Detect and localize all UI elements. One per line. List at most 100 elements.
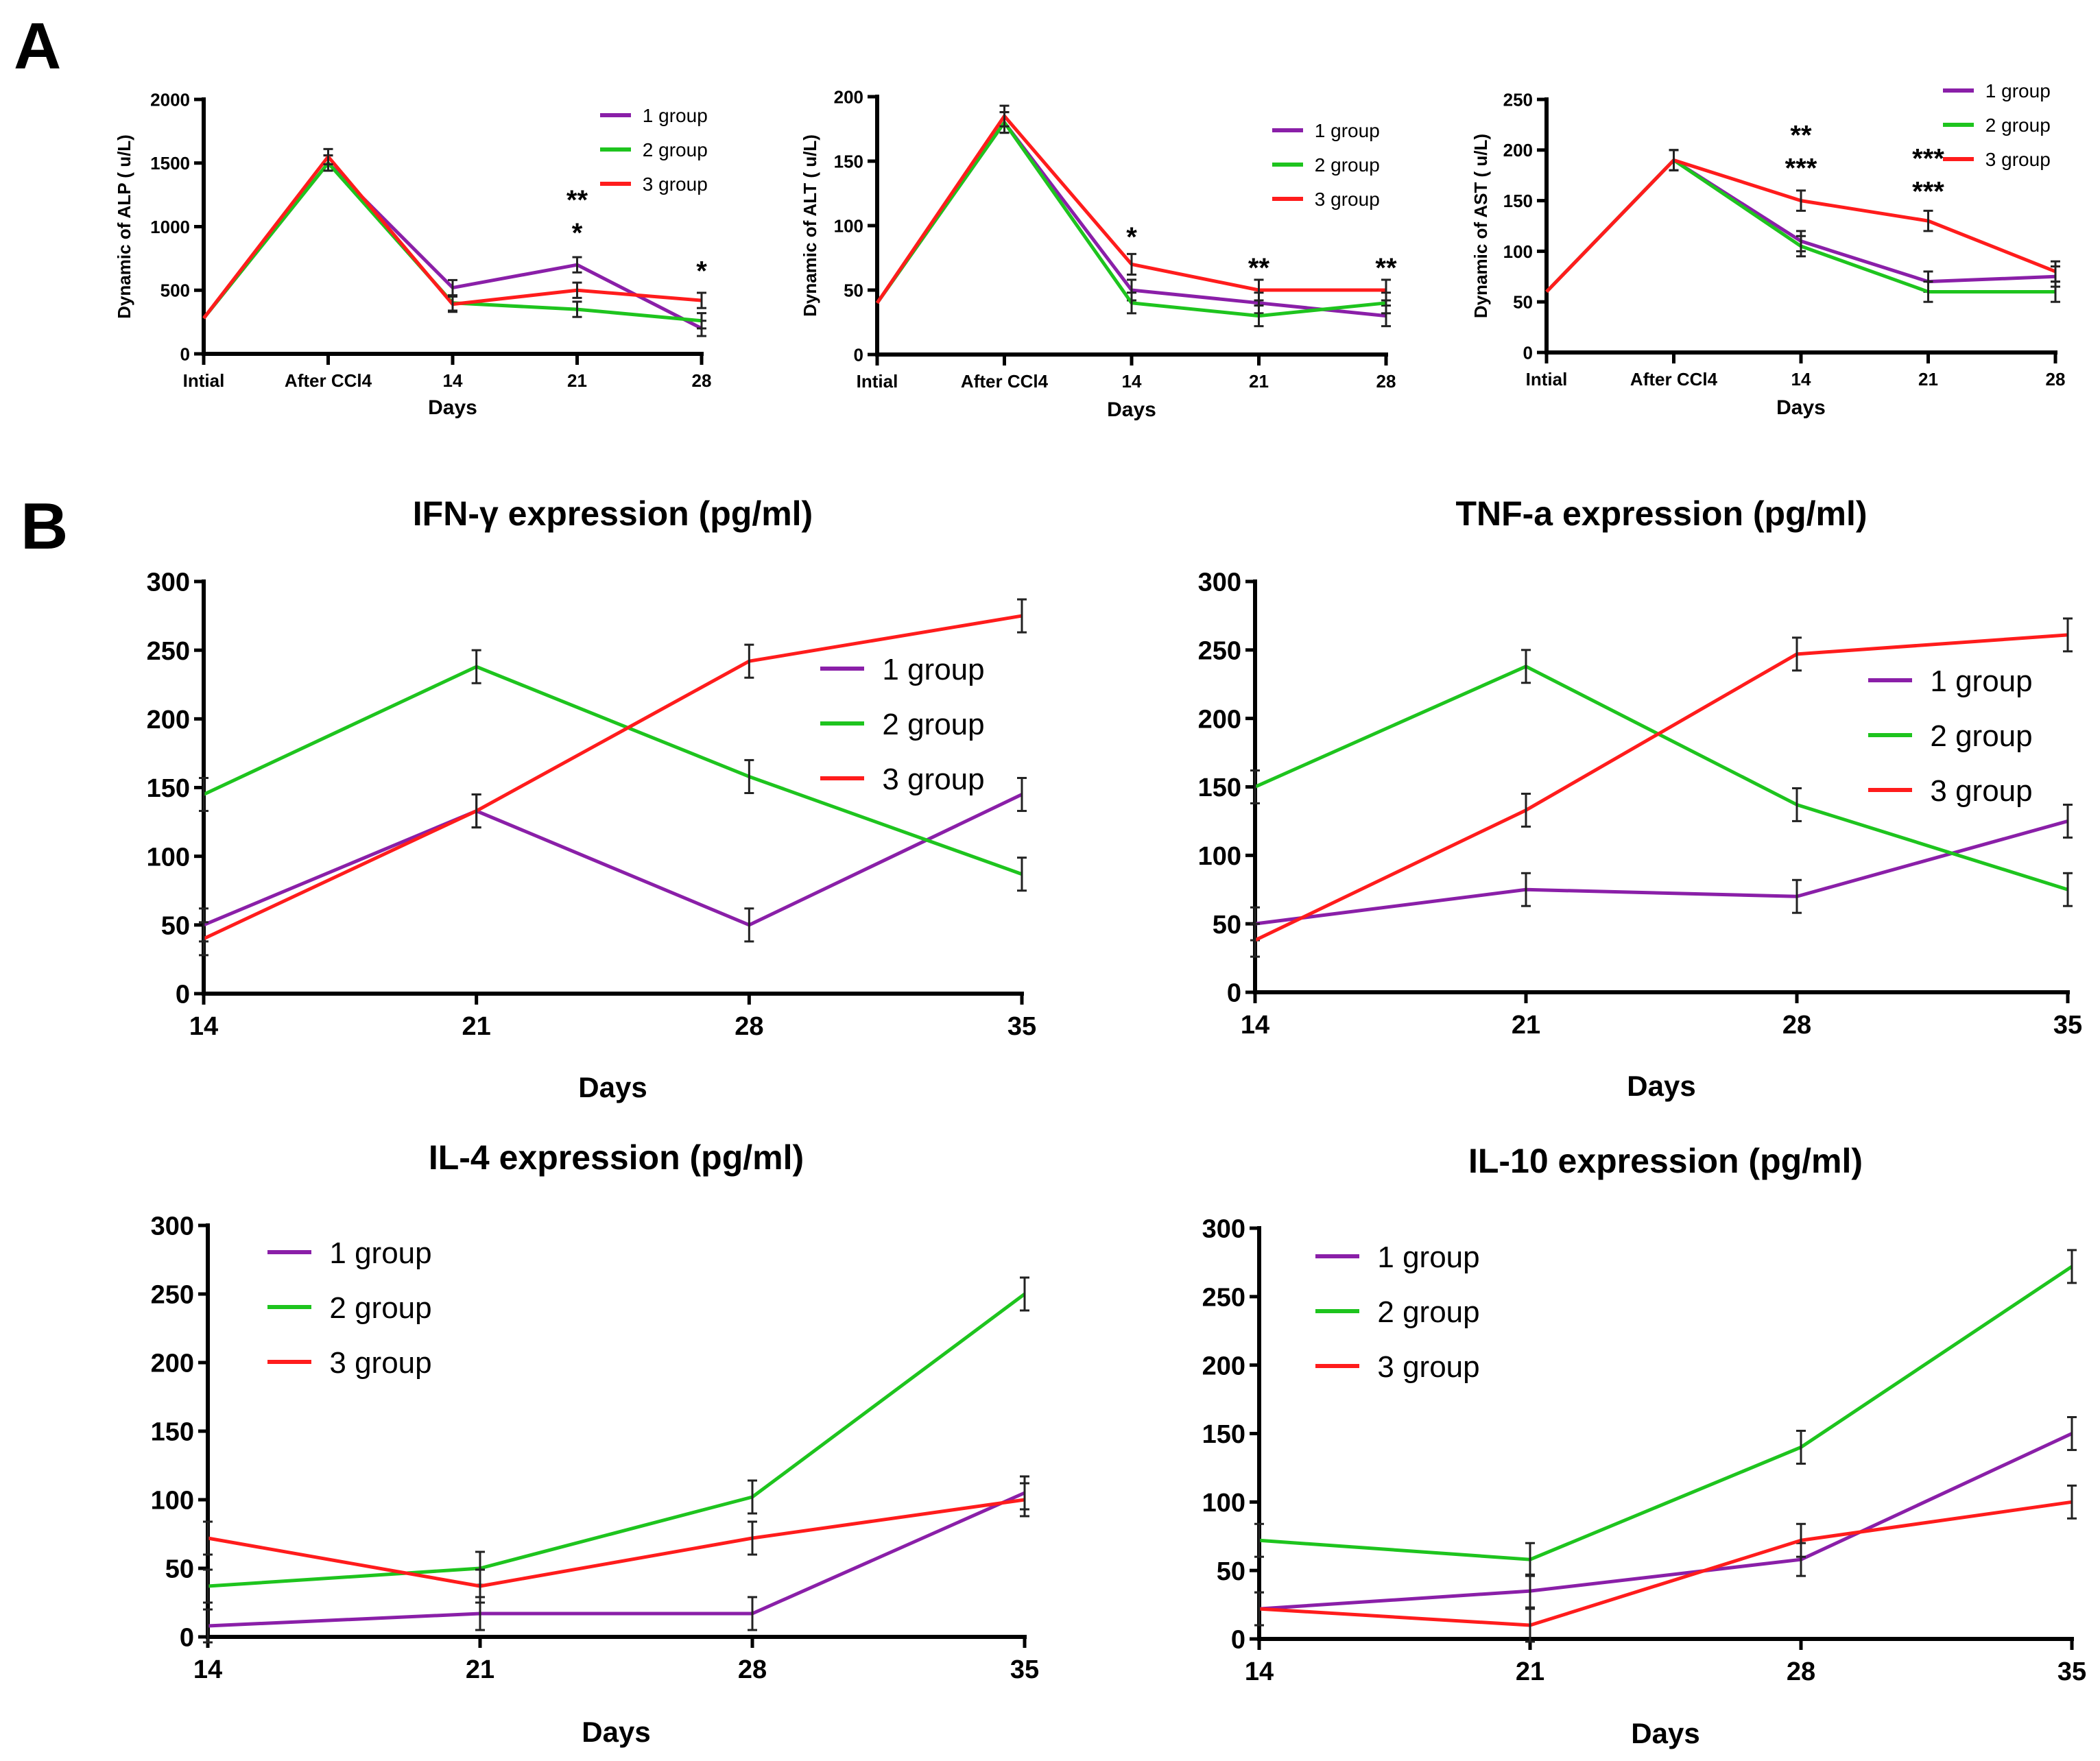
- y-tick-label: 150: [1503, 191, 1533, 211]
- y-tick-label: 500: [160, 280, 190, 301]
- legend-label: 1 group: [882, 653, 984, 686]
- series-line-2: [202, 664, 1023, 876]
- y-tick-label: 100: [147, 843, 190, 872]
- y-tick-label: 150: [151, 1418, 194, 1447]
- x-tick-label: 14: [193, 1655, 222, 1684]
- y-tick-label: 50: [1513, 292, 1533, 313]
- significance-marker: *: [1126, 222, 1137, 252]
- x-tick-label: Intial: [857, 371, 898, 392]
- series-line-3: [207, 1498, 1025, 1588]
- y-tick-label: 150: [834, 151, 863, 171]
- significance-marker: **: [1375, 253, 1397, 283]
- y-tick-label: 100: [151, 1487, 194, 1516]
- x-axis-label: Days: [578, 1071, 647, 1103]
- x-tick-label: After CCl4: [961, 371, 1049, 392]
- legend-label: 3 group: [1985, 149, 2051, 170]
- y-tick-label: 250: [147, 637, 190, 666]
- significance-marker: **: [1790, 121, 1812, 151]
- x-tick-label: 14: [443, 370, 463, 391]
- x-tick-label: 35: [2053, 1011, 2082, 1040]
- series-line-2: [1258, 1265, 2073, 1561]
- x-tick-label: 21: [1918, 369, 1938, 390]
- y-tick-label: 200: [151, 1350, 194, 1378]
- x-axis-label: Days: [1107, 398, 1156, 421]
- x-tick-label: 35: [2057, 1657, 2086, 1686]
- x-tick-label: 28: [2046, 369, 2066, 390]
- series-line-1: [1254, 819, 2068, 926]
- y-tick-label: 100: [1503, 241, 1533, 262]
- x-tick-label: 28: [1782, 1011, 1811, 1040]
- y-tick-label: 250: [1198, 637, 1241, 666]
- legend-label: 3 group: [1930, 774, 2032, 808]
- legend-label: 2 group: [329, 1291, 431, 1325]
- chart-title: TNF-a expression (pg/ml): [1455, 494, 1867, 533]
- legend-label: 1 group: [1377, 1241, 1479, 1274]
- x-tick-label: 28: [1376, 371, 1396, 392]
- series-line-2: [1254, 664, 2068, 891]
- x-tick-label: 14: [1791, 369, 1811, 390]
- y-tick-label: 1500: [150, 153, 190, 173]
- legend-label: 1 group: [643, 105, 708, 126]
- x-tick-label: After CCl4: [1630, 369, 1718, 390]
- x-tick-label: 14: [189, 1012, 218, 1041]
- legend-label: 2 group: [1930, 719, 2032, 753]
- series-line-1: [207, 1491, 1026, 1628]
- x-tick-label: 28: [735, 1012, 763, 1041]
- chart-3: 0 50 100 150 200 250 300 14 21 28 35 Days IFN-γ expr…: [147, 494, 1037, 1103]
- x-tick-label: 14: [1245, 1657, 1274, 1686]
- legend-label: 1 group: [1315, 120, 1380, 141]
- x-tick-label: 28: [1787, 1657, 1815, 1686]
- y-tick-label: 200: [834, 86, 863, 107]
- x-tick-label: Intial: [1526, 369, 1568, 390]
- significance-marker: *: [572, 218, 583, 248]
- legend-label: 2 group: [1985, 115, 2051, 136]
- y-tick-label: 300: [1202, 1215, 1245, 1244]
- x-tick-label: 21: [1516, 1657, 1544, 1686]
- x-tick-label: 35: [1007, 1012, 1036, 1041]
- chart-0: 0 500 1000 1500 2000 Intial After CCl4 14 21 28 Da…: [114, 89, 711, 419]
- y-axis-label: Dynamic of AST ( u/L): [1470, 134, 1491, 318]
- y-tick-label: 150: [1202, 1420, 1245, 1449]
- panel-label-b: B: [21, 490, 68, 563]
- y-tick-label: 100: [1202, 1489, 1245, 1518]
- y-tick-label: 300: [147, 568, 190, 597]
- y-tick-label: 300: [1198, 568, 1241, 597]
- x-axis-label: Days: [582, 1716, 650, 1748]
- y-tick-label: 200: [1503, 140, 1533, 160]
- y-axis-label: Dynamic of ALT ( u/L): [800, 134, 820, 317]
- significance-marker: **: [1248, 253, 1270, 283]
- y-tick-label: 0: [1523, 342, 1533, 363]
- y-tick-label: 250: [1503, 89, 1533, 110]
- legend-label: 2 group: [1315, 154, 1380, 176]
- y-tick-label: 2000: [150, 89, 190, 110]
- y-tick-label: 250: [151, 1281, 194, 1310]
- y-tick-label: 0: [176, 981, 190, 1009]
- y-tick-label: 300: [151, 1212, 194, 1241]
- y-tick-label: 0: [854, 344, 863, 365]
- legend-label: 3 group: [643, 173, 708, 195]
- x-tick-label: 21: [567, 370, 587, 391]
- y-tick-label: 0: [180, 344, 190, 364]
- legend-label: 3 group: [1377, 1350, 1479, 1384]
- x-tick-label: 28: [692, 370, 712, 391]
- chart-1: 0 50 100 150 200 Intial After CCl4 14 21 28 Days Dy…: [800, 86, 1397, 421]
- x-tick-label: 14: [1241, 1011, 1269, 1040]
- y-tick-label: 250: [1202, 1284, 1245, 1313]
- x-tick-label: 21: [1249, 371, 1269, 392]
- chart-6: 0 50 100 150 200 250 300 14 21 28 35 Days IL-10 expr…: [1202, 1142, 2087, 1749]
- chart-title: IFN-γ expression (pg/ml): [413, 494, 813, 533]
- series-line-2: [207, 1292, 1026, 1588]
- significance-marker: ***: [1912, 144, 1944, 174]
- legend-label: 2 group: [882, 708, 984, 741]
- series-line-3: [1254, 633, 2068, 942]
- panel-label-a: A: [14, 10, 61, 83]
- y-tick-label: 0: [180, 1624, 194, 1653]
- y-tick-label: 100: [834, 215, 863, 236]
- x-axis-label: Days: [1776, 396, 1826, 419]
- chart-5: 0 50 100 150 200 250 300 14 21 28 35 Days IL-4 expre…: [151, 1138, 1040, 1748]
- y-tick-label: 50: [165, 1555, 194, 1584]
- chart-4: 0 50 100 150 200 250 300 14 21 28 35 Days TNF-a expr…: [1198, 494, 2083, 1102]
- series-line-1: [203, 793, 1023, 927]
- x-tick-label: 35: [1010, 1655, 1039, 1684]
